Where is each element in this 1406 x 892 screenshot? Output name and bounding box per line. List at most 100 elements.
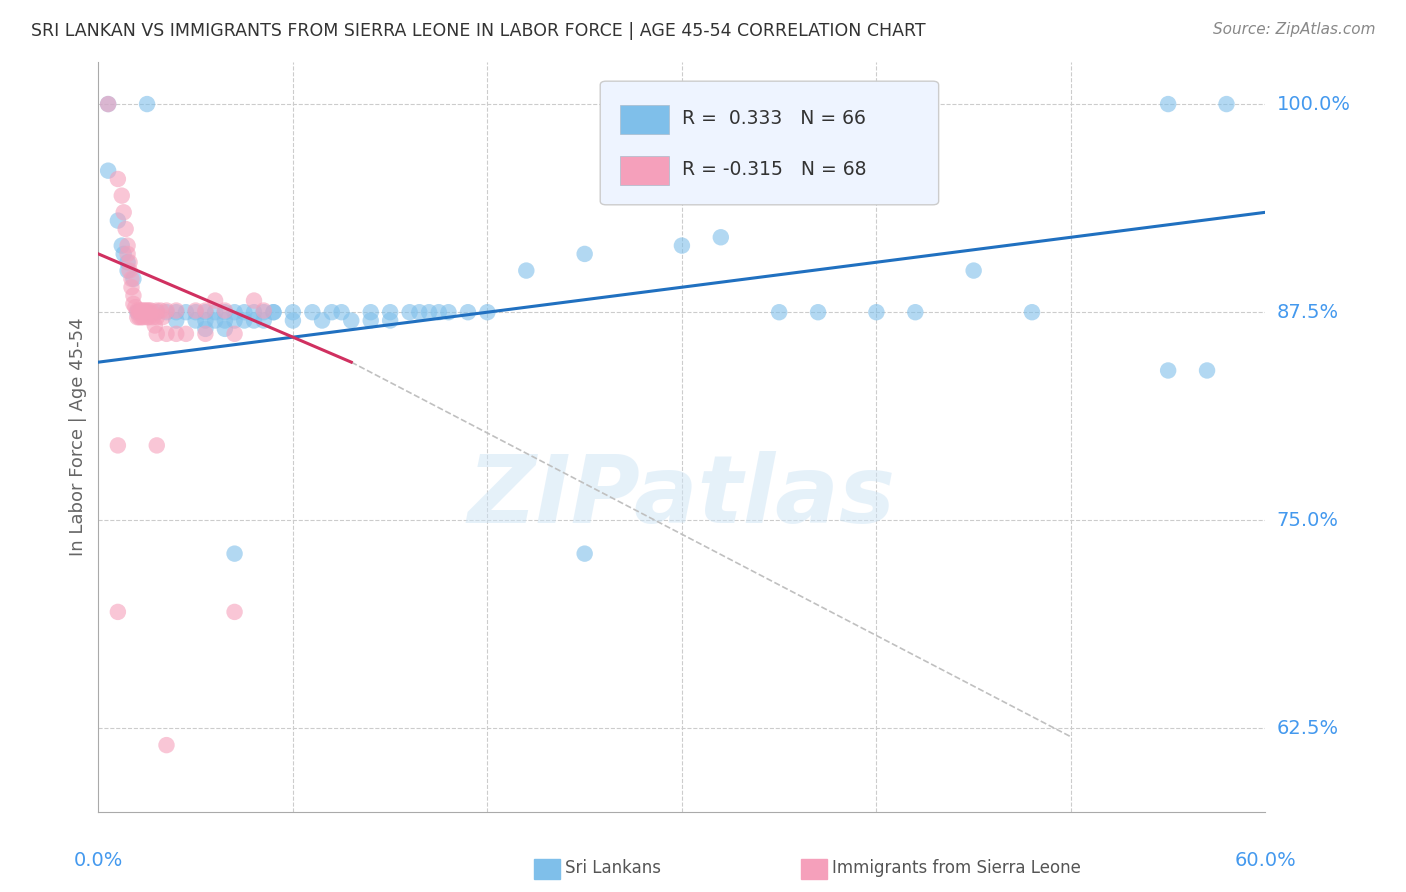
Point <box>136 303 159 318</box>
Point <box>155 738 177 752</box>
Point <box>1215 97 1237 112</box>
Point <box>129 303 152 318</box>
Point <box>149 303 172 318</box>
Point <box>111 238 134 252</box>
Point <box>122 297 145 311</box>
Text: 87.5%: 87.5% <box>1277 302 1339 322</box>
Point <box>253 303 276 318</box>
Point <box>321 305 343 319</box>
Point <box>194 305 217 319</box>
FancyBboxPatch shape <box>600 81 939 205</box>
Point <box>253 313 276 327</box>
Point <box>174 305 197 319</box>
Point <box>253 305 276 319</box>
Point <box>136 310 159 325</box>
Text: 100.0%: 100.0% <box>1277 95 1351 113</box>
Point <box>134 303 156 318</box>
Point <box>146 438 169 452</box>
Point <box>214 322 236 336</box>
Point <box>904 305 927 319</box>
Point <box>118 263 141 277</box>
Point <box>107 213 129 227</box>
Point <box>97 97 120 112</box>
Point <box>418 305 440 319</box>
Point <box>174 326 197 341</box>
Point <box>112 247 135 261</box>
Point <box>243 305 266 319</box>
Point <box>165 313 187 327</box>
Point <box>132 303 155 318</box>
Point <box>204 293 226 308</box>
Text: Immigrants from Sierra Leone: Immigrants from Sierra Leone <box>832 859 1081 877</box>
Point <box>127 305 149 319</box>
Point <box>380 313 402 327</box>
Point <box>136 305 159 319</box>
Point <box>117 247 139 261</box>
Point <box>214 313 236 327</box>
Point <box>139 303 162 318</box>
Point <box>165 326 187 341</box>
Point <box>107 438 129 452</box>
Point <box>146 326 169 341</box>
Point <box>194 326 217 341</box>
Point <box>127 310 149 325</box>
Point <box>1021 305 1043 319</box>
Point <box>1195 363 1218 377</box>
Point <box>138 310 160 325</box>
Text: ZIPatlas: ZIPatlas <box>468 451 896 543</box>
Point <box>194 313 217 327</box>
Point <box>129 310 152 325</box>
Point <box>121 272 143 286</box>
Point <box>457 305 479 319</box>
Text: SRI LANKAN VS IMMIGRANTS FROM SIERRA LEONE IN LABOR FORCE | AGE 45-54 CORRELATIO: SRI LANKAN VS IMMIGRANTS FROM SIERRA LEO… <box>31 22 925 40</box>
Text: R =  0.333   N = 66: R = 0.333 N = 66 <box>682 109 866 128</box>
Point <box>136 97 159 112</box>
Y-axis label: In Labor Force | Age 45-54: In Labor Force | Age 45-54 <box>69 318 87 557</box>
Point <box>233 305 256 319</box>
Point <box>146 310 169 325</box>
Point <box>152 310 174 325</box>
Point <box>214 305 236 319</box>
Point <box>204 305 226 319</box>
Point <box>262 305 284 319</box>
Point <box>122 288 145 302</box>
Point <box>281 305 304 319</box>
Point <box>117 263 139 277</box>
Point <box>710 230 733 244</box>
Point <box>243 313 266 327</box>
Point <box>146 303 169 318</box>
Text: 60.0%: 60.0% <box>1234 851 1296 870</box>
Point <box>281 313 304 327</box>
Text: Sri Lankans: Sri Lankans <box>565 859 661 877</box>
Point <box>143 318 166 333</box>
Point <box>330 305 353 319</box>
Point <box>360 305 382 319</box>
Point <box>408 305 430 319</box>
Point <box>112 205 135 219</box>
Point <box>224 605 246 619</box>
Point <box>122 272 145 286</box>
Point <box>124 300 146 314</box>
Point <box>574 547 596 561</box>
Point <box>427 305 450 319</box>
Point <box>962 263 984 277</box>
Point <box>380 305 402 319</box>
Point <box>97 97 120 112</box>
Point <box>437 305 460 319</box>
Bar <box>620 156 669 185</box>
Point <box>138 303 160 318</box>
Point <box>194 322 217 336</box>
Point <box>224 547 246 561</box>
Point <box>117 238 139 252</box>
Point <box>118 255 141 269</box>
Point <box>146 305 169 319</box>
Point <box>121 280 143 294</box>
Point <box>184 305 207 319</box>
Point <box>224 305 246 319</box>
Point <box>165 305 187 319</box>
Point <box>97 163 120 178</box>
Point <box>184 313 207 327</box>
Point <box>243 293 266 308</box>
Point <box>360 313 382 327</box>
Point <box>128 310 150 325</box>
